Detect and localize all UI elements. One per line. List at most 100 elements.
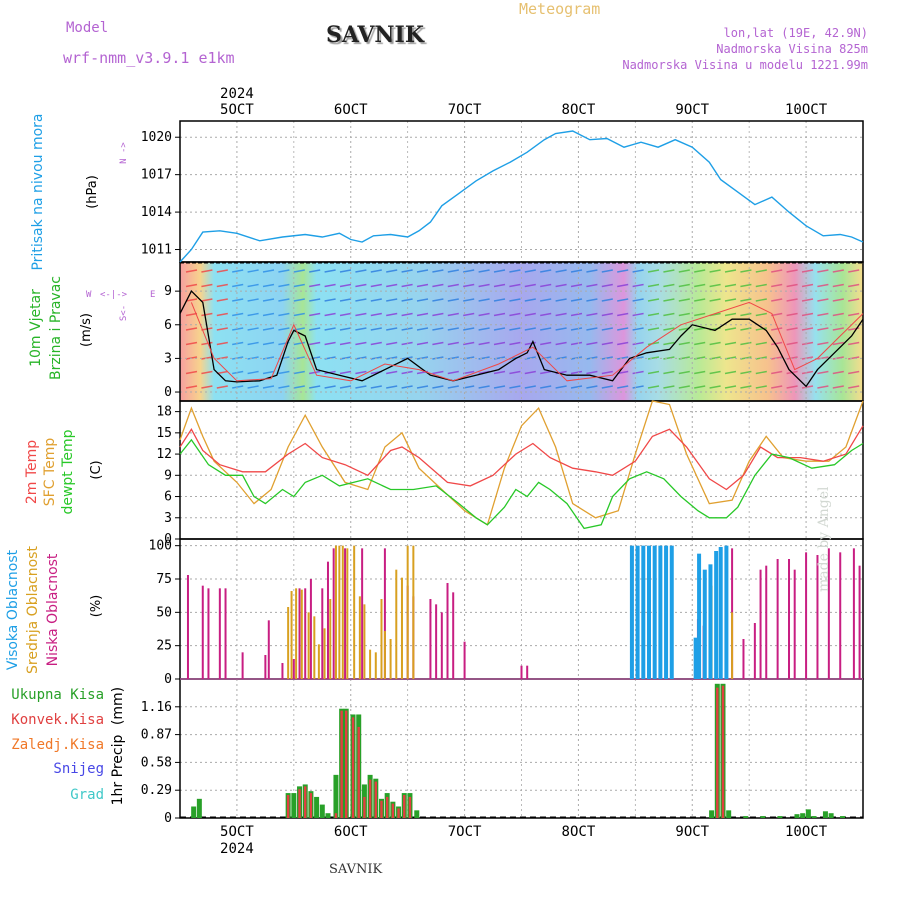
wind-barb (370, 269, 382, 273)
wind-barb (370, 327, 382, 331)
wind-barb (832, 327, 844, 331)
wind-barb (247, 283, 259, 288)
wind-barb (447, 327, 459, 331)
wind-barb (617, 341, 629, 346)
wind-barb (370, 283, 382, 288)
precip-bar-total_precip (709, 810, 715, 818)
precip-bar-total_precip (726, 810, 732, 818)
cloud-bar-low_cloud (793, 569, 796, 679)
wind-barb (632, 327, 644, 331)
wind-barb (570, 312, 583, 317)
wind-barb (601, 312, 613, 317)
cloud-bar-low_cloud (264, 655, 267, 679)
wind-barb (709, 283, 721, 288)
wind-barb (709, 341, 721, 346)
unit-wind: (m/s) (79, 313, 94, 347)
wind-barb (262, 298, 275, 302)
ytick-label: 0 (164, 532, 172, 547)
wind-barb (817, 269, 829, 273)
wind-barb (771, 327, 783, 331)
precip-bar-conv_precip (357, 726, 360, 818)
wind-barb (247, 269, 259, 273)
precip-bar-conv_precip (309, 793, 313, 818)
ytick-label: 6 (164, 318, 172, 333)
cloud-bar-low_cloud (298, 588, 301, 679)
wind-barb (848, 385, 860, 389)
ylabel-wind-2: Brzina i Pravac (48, 276, 64, 380)
wind-barb (293, 269, 305, 273)
wind-barb (232, 341, 244, 346)
wind-barb (647, 370, 660, 375)
wind-barb (755, 312, 767, 317)
precip-bar-conv_precip (408, 796, 412, 818)
wind-barb (416, 312, 429, 317)
cloud-bar-low_cloud (452, 592, 455, 679)
wind-barb (293, 370, 305, 375)
wind-barb (663, 370, 675, 375)
precip-bar-total_precip (811, 816, 817, 818)
wind-barb (324, 312, 336, 317)
wind-barb (709, 298, 721, 302)
wind-barb (555, 341, 567, 346)
ylabel-cloud-2: Niska Oblacnost (45, 553, 61, 666)
wind-barb (185, 341, 198, 346)
compass-arrows: <-|-> (100, 290, 128, 300)
wind-barb (401, 385, 413, 389)
wind-barb (386, 298, 398, 302)
year-label-bottom: 2024 (220, 841, 254, 857)
cloud-bar-mid_cloud (290, 591, 293, 679)
wind-barb (386, 385, 398, 389)
wind-barb (324, 327, 336, 331)
wind-barb (185, 269, 198, 273)
cloud-bar-high_cloud (718, 547, 723, 679)
wind-barb (401, 312, 413, 317)
wind-barb (801, 298, 814, 302)
cloud-bar-low_cloud (321, 588, 324, 679)
wind-barb (463, 283, 475, 288)
xtick-label-bottom: 7OCT (448, 824, 482, 840)
precip-bar-conv_precip (380, 800, 383, 818)
wind-barb (817, 370, 829, 375)
cloud-bar-mid_cloud (380, 599, 383, 679)
cloud-bar-low_cloud (429, 599, 432, 679)
wind-barb (447, 341, 459, 346)
wind-barb (201, 370, 213, 375)
ylabel-cloud-0: Visoka Oblacnost (5, 549, 21, 670)
cloud-bar-high_cloud (714, 551, 719, 679)
wind-barb (478, 312, 490, 317)
precip-bar-total_precip (191, 806, 197, 818)
wind-barb (801, 356, 814, 360)
cloud-bar-low_cloud (267, 620, 270, 679)
wind-barb (509, 327, 521, 331)
wind-barb (478, 341, 490, 346)
wind-barb (601, 341, 613, 346)
cloud-bar-mid_cloud (341, 545, 344, 679)
cloud-bar-high_cloud (646, 545, 651, 679)
wind-barb (694, 327, 706, 331)
wind-barb (724, 298, 737, 302)
wind-barb (832, 356, 844, 360)
cloud-bar-high_cloud (664, 545, 669, 679)
ytick-label: 1014 (141, 205, 172, 220)
wind-barb (617, 312, 629, 317)
wind-barb (232, 312, 244, 317)
cloud-bar-low_cloud (383, 548, 386, 679)
wind-barb (185, 298, 198, 302)
wind-barb (540, 341, 552, 346)
wind-barb (509, 269, 521, 273)
precip-bar-conv_precip (374, 781, 377, 818)
wind-barb (694, 341, 706, 346)
cloud-bar-mid_cloud (300, 589, 303, 679)
cloud-bar-low_cloud (753, 623, 756, 679)
precip-legend-4: Grad (70, 787, 104, 803)
wind-barb (832, 385, 844, 389)
wind-barb (355, 269, 367, 273)
xtick-label-bottom: 9OCT (675, 824, 709, 840)
cloud-bar-low_cloud (446, 583, 449, 679)
wind-barb (478, 385, 490, 389)
xtick-label-bottom: 5OCT (220, 824, 254, 840)
wind-barb (401, 283, 413, 288)
wind-barb (262, 327, 275, 331)
cloud-bar-low_cloud (361, 548, 364, 679)
wind-barb (555, 327, 567, 331)
